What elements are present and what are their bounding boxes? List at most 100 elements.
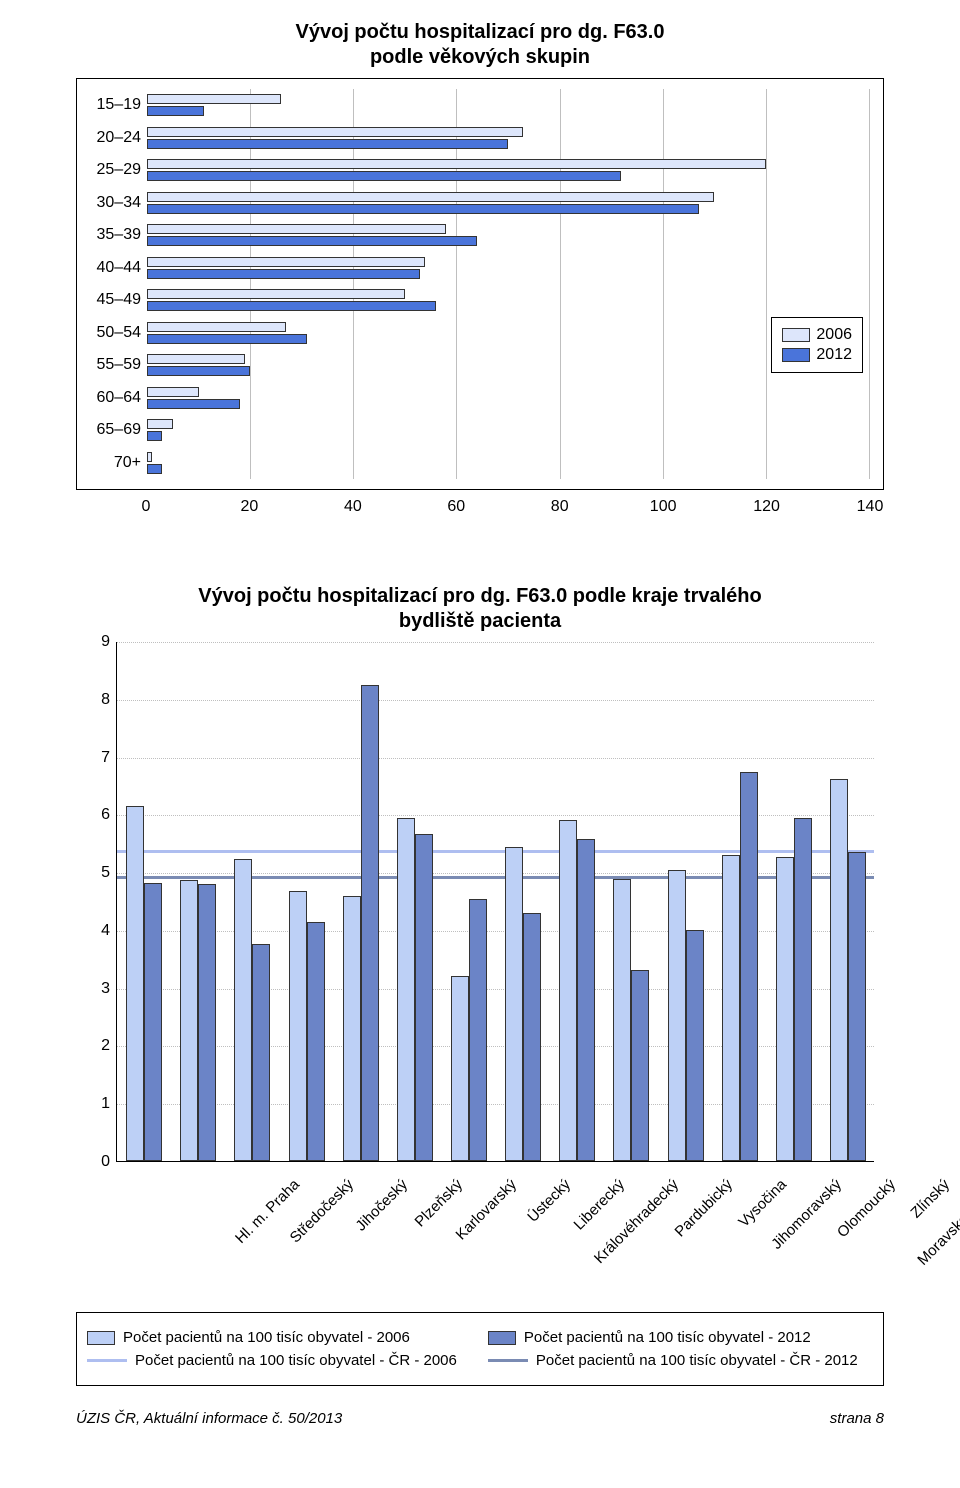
vlegend-swatch-2006 <box>87 1331 115 1345</box>
hchart-bar-2012 <box>147 171 621 181</box>
footer-left: ÚZIS ČR, Aktuální informace č. 50/2013 <box>76 1410 342 1427</box>
hchart-xtick: 100 <box>650 498 677 548</box>
vchart-bar-2006 <box>289 891 307 1161</box>
hchart-xtick: 40 <box>344 498 362 548</box>
vchart-bar-2012 <box>848 852 866 1161</box>
vchart-legend: Počet pacientů na 100 tisíc obyvatel - 2… <box>76 1312 884 1386</box>
vchart-bar-2012 <box>686 930 704 1161</box>
vchart-bar-2012 <box>631 970 649 1161</box>
hchart-xtick: 60 <box>447 498 465 548</box>
vchart-xtick: Karlovarský <box>409 1176 520 1287</box>
hchart-category-label: 35–39 <box>77 226 147 244</box>
hchart-xtick: 0 <box>142 498 151 548</box>
vchart-xtick: Jihomoravský <box>734 1176 845 1287</box>
hchart-bar-2006 <box>147 159 766 169</box>
hchart-bar-2006 <box>147 452 152 462</box>
hchart-category-label: 15–19 <box>77 96 147 114</box>
hchart-bar-2006 <box>147 289 405 299</box>
vchart-bar-2006 <box>126 806 144 1161</box>
hchart-category-label: 20–24 <box>77 129 147 147</box>
hchart-bar-2006 <box>147 387 199 397</box>
vchart-xtick: Královéhradecký <box>571 1176 682 1287</box>
hchart-bar-2006 <box>147 224 446 234</box>
hchart-category-label: 65–69 <box>77 421 147 439</box>
vchart-bar-2006 <box>722 855 740 1161</box>
hchart-category-label: 25–29 <box>77 161 147 179</box>
hchart-bar-2006 <box>147 354 245 364</box>
vchart-bar-2012 <box>307 922 325 1161</box>
vchart-bar-2012 <box>469 899 487 1161</box>
vchart-ytick: 2 <box>76 1037 110 1055</box>
vchart-bar-2006 <box>668 870 686 1161</box>
vchart-bar-2012 <box>252 944 270 1161</box>
vchart-refline <box>117 876 874 879</box>
vchart-xtick: Hl. m. Praha <box>192 1176 303 1287</box>
hchart-xtick: 140 <box>857 498 884 548</box>
vchart-refline <box>117 850 874 853</box>
hchart-xtick: 20 <box>241 498 259 548</box>
legend-label-2006: 2006 <box>816 326 852 344</box>
vlegend-bar-2012: Počet pacientů na 100 tisíc obyvatel - 2… <box>488 1329 873 1346</box>
hchart-bar-2012 <box>147 399 240 409</box>
legend-swatch-2006 <box>782 328 810 342</box>
hchart-category-label: 70+ <box>77 454 147 472</box>
vlegend-bar-2006: Počet pacientů na 100 tisíc obyvatel - 2… <box>87 1329 472 1346</box>
vchart-bar-2012 <box>523 913 541 1161</box>
vchart-ytick: 8 <box>76 691 110 709</box>
vchart-ytick: 3 <box>76 980 110 998</box>
hchart-bar-2006 <box>147 192 714 202</box>
vchart-bar-2012 <box>144 883 162 1161</box>
hchart-bar-2012 <box>147 204 699 214</box>
hchart-legend: 2006 2012 <box>771 317 863 373</box>
hchart-category-label: 55–59 <box>77 356 147 374</box>
vchart-bar-2006 <box>505 847 523 1161</box>
footer-right: strana 8 <box>830 1410 884 1427</box>
vlegend-line-2006: Počet pacientů na 100 tisíc obyvatel - Č… <box>87 1352 472 1369</box>
hchart-category-label: 40–44 <box>77 259 147 277</box>
vchart-title: Vývoj počtu hospitalizací pro dg. F63.0 … <box>76 584 884 634</box>
vchart-title-line1: Vývoj počtu hospitalizací pro dg. F63.0 … <box>198 585 761 607</box>
hchart-xtick: 120 <box>753 498 780 548</box>
vchart-bar-2006 <box>559 820 577 1161</box>
vchart-xtick: Vysočina <box>679 1176 790 1287</box>
hchart-bar-2012 <box>147 431 162 441</box>
vchart-xtick: Olomoucký <box>788 1176 899 1287</box>
hchart-bar-2012 <box>147 464 162 474</box>
vchart-bar-2006 <box>776 857 794 1161</box>
vchart-ytick: 7 <box>76 749 110 767</box>
vlegend-lineswatch-2006 <box>87 1359 127 1362</box>
vchart-ytick: 0 <box>76 1153 110 1171</box>
vchart-xtick: Středočeský <box>246 1176 357 1287</box>
vchart-xtick: Ústecký <box>463 1176 574 1287</box>
vchart-bar-2006 <box>397 818 415 1161</box>
hchart-bar-2012 <box>147 236 477 246</box>
vchart-ytick: 4 <box>76 922 110 940</box>
hchart-bar-2006 <box>147 419 173 429</box>
vlegend-label-bar2006: Počet pacientů na 100 tisíc obyvatel - 2… <box>123 1329 410 1346</box>
hchart-category-label: 50–54 <box>77 324 147 342</box>
vchart-xtick: Pardubický <box>625 1176 736 1287</box>
hchart: 2006 2012 15–1920–2425–2930–3435–3940–44… <box>76 78 884 490</box>
hchart-bar-2012 <box>147 269 420 279</box>
vchart-xtick: Plzeňský <box>355 1176 466 1287</box>
legend-swatch-2012 <box>782 348 810 362</box>
hchart-xtick: 80 <box>551 498 569 548</box>
hchart-title: Vývoj počtu hospitalizací pro dg. F63.0 … <box>76 20 884 70</box>
vchart-bar-2006 <box>180 880 198 1161</box>
vchart-bar-2006 <box>830 779 848 1161</box>
vchart-bar-2006 <box>451 976 469 1161</box>
hchart-title-line1: Vývoj počtu hospitalizací pro dg. F63.0 <box>296 21 665 43</box>
vchart-bar-2012 <box>361 685 379 1161</box>
vlegend-label-line2012: Počet pacientů na 100 tisíc obyvatel - Č… <box>536 1352 858 1369</box>
hchart-title-line2: podle věkových skupin <box>370 46 590 68</box>
hchart-category-label: 60–64 <box>77 389 147 407</box>
hchart-bar-2012 <box>147 301 436 311</box>
hchart-bar-2006 <box>147 257 425 267</box>
vchart-bar-2012 <box>198 884 216 1161</box>
vchart-bar-2006 <box>234 859 252 1161</box>
hchart-bar-2012 <box>147 139 508 149</box>
vchart-bar-2012 <box>794 818 812 1161</box>
hchart-bar-2012 <box>147 366 250 376</box>
vchart-ytick: 1 <box>76 1095 110 1113</box>
hchart-bar-2006 <box>147 94 281 104</box>
